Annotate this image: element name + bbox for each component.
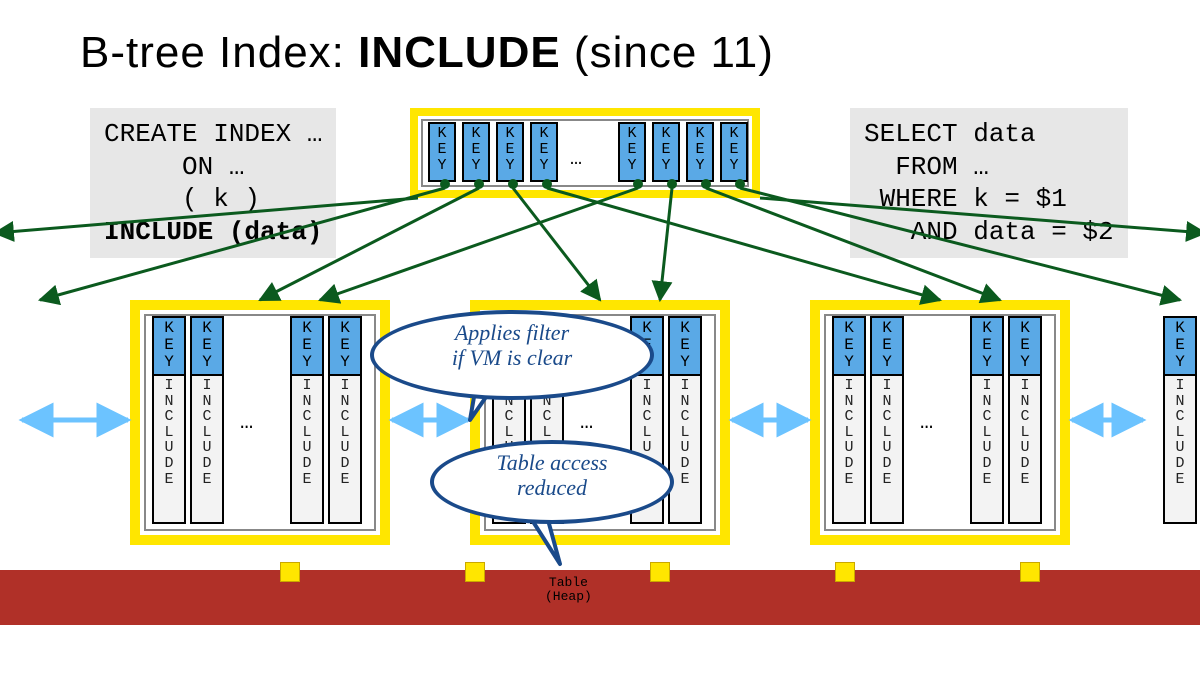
leaf-include: INCLUDE	[290, 376, 324, 524]
title-prefix: B-tree Index:	[80, 28, 358, 77]
btree-leaf-node: KEYINCLUDE	[0, 300, 20, 545]
sql-select: SELECT data FROM … WHERE k = $1 AND data…	[850, 108, 1128, 258]
leaf-entry: KEYINCLUDE	[328, 316, 362, 526]
leaf-key: KEY	[1008, 316, 1042, 376]
btree-leaf-node: KEYINCLUDEKEYINCLUDEKEYINCLUDEKEYINCLUDE…	[810, 300, 1070, 545]
root-key: KEY	[618, 122, 646, 182]
slide-title: B-tree Index: INCLUDE (since 11)	[80, 28, 774, 78]
leaf-ellipsis: …	[920, 410, 933, 435]
btree-leaf-node: KEYINCLUDEKEYINCLUDEKEYINCLUDEKEYINCLUDE…	[130, 300, 390, 545]
leaf-include: INCLUDE	[970, 376, 1004, 524]
leaf-entry: KEYINCLUDE	[668, 316, 702, 526]
leaf-key: KEY	[870, 316, 904, 376]
leaf-include: INCLUDE	[1163, 376, 1197, 524]
leaf-key: KEY	[970, 316, 1004, 376]
code-right-text: SELECT data FROM … WHERE k = $1 AND data…	[864, 119, 1114, 247]
leaf-entry: KEYINCLUDE	[832, 316, 866, 526]
callout-bubble: Applies filterif VM is clear	[370, 310, 654, 400]
root-key: KEY	[428, 122, 456, 182]
leaf-ellipsis: …	[240, 410, 253, 435]
root-key: KEY	[720, 122, 748, 182]
leaf-include: INCLUDE	[190, 376, 224, 524]
title-suffix: (since 11)	[561, 28, 774, 77]
heap-label-1: (Heap)	[545, 589, 592, 604]
root-key: KEY	[530, 122, 558, 182]
heap-pointer-icon	[835, 562, 855, 582]
heap-label: Table (Heap)	[545, 576, 592, 605]
leaf-include: INCLUDE	[152, 376, 186, 524]
leaf-include: INCLUDE	[1008, 376, 1042, 524]
leaf-entry: KEYINCLUDE	[870, 316, 904, 526]
title-bold: INCLUDE	[358, 28, 561, 77]
leaf-include: INCLUDE	[870, 376, 904, 524]
root-key: KEY	[652, 122, 680, 182]
leaf-key: KEY	[152, 316, 186, 376]
leaf-entry: KEYINCLUDE	[190, 316, 224, 526]
leaf-key: KEY	[832, 316, 866, 376]
root-ellipsis: …	[570, 148, 582, 171]
root-key: KEY	[686, 122, 714, 182]
heap-bar: Table (Heap)	[0, 570, 1200, 625]
btree-root-node: KEYKEYKEYKEYKEYKEYKEYKEY…	[410, 108, 760, 198]
leaf-include: INCLUDE	[328, 376, 362, 524]
root-key: KEY	[462, 122, 490, 182]
leaf-include: INCLUDE	[832, 376, 866, 524]
heap-label-0: Table	[549, 575, 588, 590]
root-key: KEY	[496, 122, 524, 182]
leaf-key: KEY	[290, 316, 324, 376]
heap-pointer-icon	[650, 562, 670, 582]
callout-bubble: Table accessreduced	[430, 440, 674, 524]
leaf-key: KEY	[190, 316, 224, 376]
leaf-ellipsis: …	[580, 410, 593, 435]
btree-leaf-node: KEYINCLUDE	[1145, 300, 1200, 545]
heap-pointer-icon	[465, 562, 485, 582]
heap-pointer-icon	[280, 562, 300, 582]
leaf-entry: KEYINCLUDE	[970, 316, 1004, 526]
leaf-entry: KEYINCLUDE	[152, 316, 186, 526]
leaf-key: KEY	[1163, 316, 1197, 376]
leaf-include: INCLUDE	[668, 376, 702, 524]
sql-create-index: CREATE INDEX … ON … ( k ) INCLUDE (data)	[90, 108, 336, 258]
leaf-entry: KEYINCLUDE	[290, 316, 324, 526]
leaf-entry: KEYINCLUDE	[1163, 316, 1197, 526]
leaf-entry: KEYINCLUDE	[1008, 316, 1042, 526]
leaf-key: KEY	[668, 316, 702, 376]
slide: B-tree Index: INCLUDE (since 11) CREATE …	[0, 0, 1200, 675]
leaf-key: KEY	[328, 316, 362, 376]
code-left-text: CREATE INDEX … ON … ( k ) INCLUDE (data)	[104, 119, 322, 247]
heap-pointer-icon	[1020, 562, 1040, 582]
